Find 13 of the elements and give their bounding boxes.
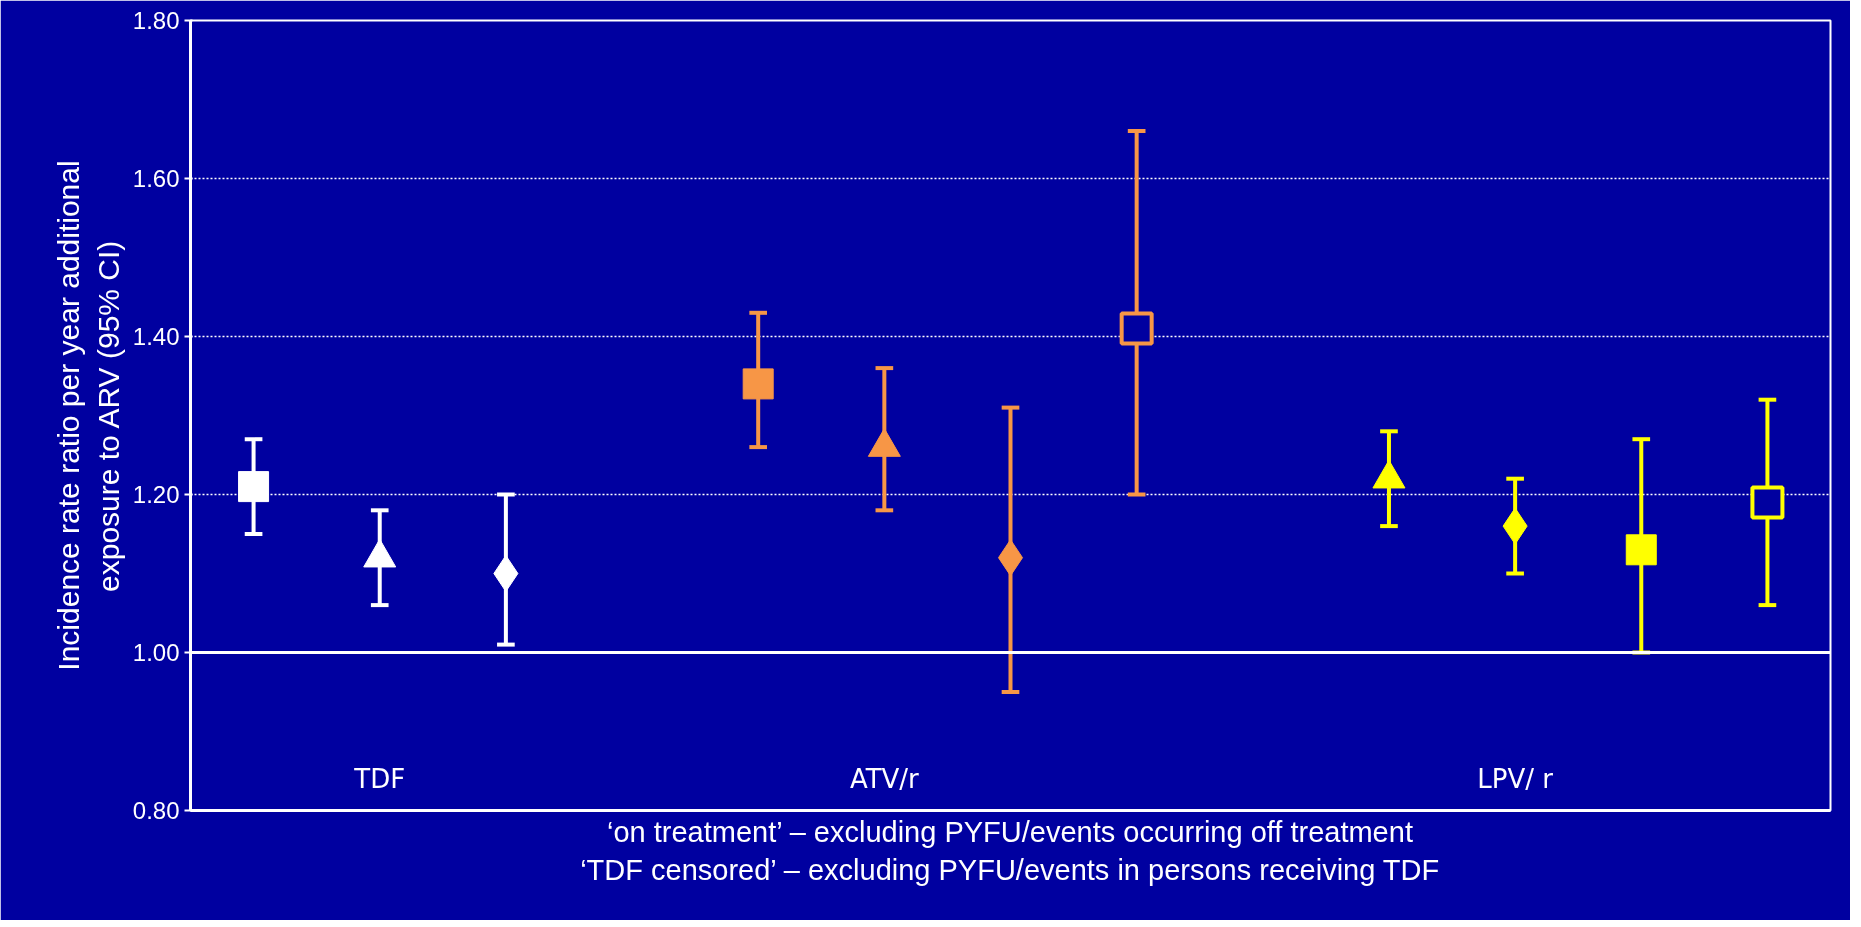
y-tick-label: 1.80 — [132, 7, 180, 34]
x-axis-title: ‘on treatment’ – excluding PYFU/events occurring off treatment ‘TDF censored’ – excluding PYFU/events in persons receiving TDF — [580, 815, 1440, 886]
y-tick-label: 1.60 — [132, 165, 180, 192]
y-tick-label: 1.40 — [132, 323, 180, 350]
y-axis-title: Incidence rate ratio per year additional exposure to ARV (95% CI) — [52, 160, 125, 671]
x-tick-label: ATV/r — [849, 763, 920, 794]
x-tick-label: LPV/ r — [1477, 763, 1554, 794]
y-tick-label: 1.20 — [132, 481, 180, 508]
point — [1119, 311, 1154, 346]
x-tick-label: TDF — [353, 763, 406, 794]
point — [1750, 485, 1785, 520]
y-tick-label: 0.80 — [132, 797, 180, 824]
y-tick-label: 1.00 — [132, 639, 180, 666]
